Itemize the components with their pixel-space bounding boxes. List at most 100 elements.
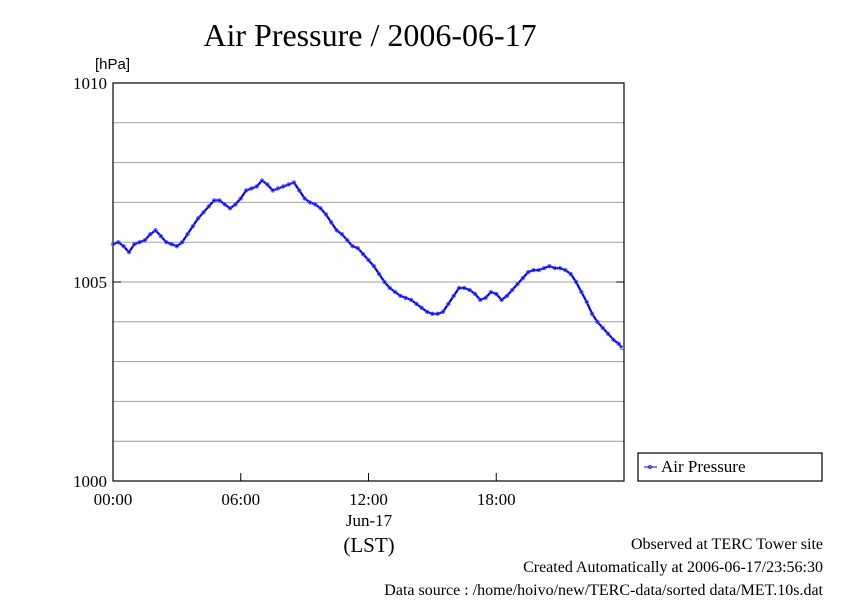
data-point	[573, 279, 579, 285]
data-point	[222, 202, 227, 207]
x-date-label: Jun-17	[346, 511, 393, 530]
data-point	[243, 188, 249, 193]
series-air-pressure	[110, 178, 625, 350]
data-point	[382, 279, 387, 285]
x-tick-label: 06:00	[221, 490, 260, 509]
data-point	[195, 216, 201, 221]
data-point	[605, 331, 611, 336]
data-point	[392, 289, 398, 295]
footer-source: Data source : /home/hoivo/new/TERC-data/…	[384, 582, 823, 599]
data-point	[541, 265, 547, 271]
data-point	[525, 269, 531, 275]
legend-marker-icon	[648, 465, 652, 469]
data-point	[360, 251, 366, 257]
data-point	[619, 345, 625, 350]
footer-observed: Observed at TERC Tower site	[630, 536, 823, 553]
x-tick-label: 18:00	[477, 490, 516, 509]
x-axis-label: (LST)	[343, 533, 394, 557]
data-point	[110, 241, 116, 247]
data-point	[467, 287, 472, 293]
data-point	[297, 188, 302, 193]
data-point	[126, 249, 132, 255]
data-point	[414, 301, 419, 307]
data-point	[371, 263, 377, 269]
data-point	[201, 210, 206, 215]
data-point	[366, 257, 371, 263]
data-point	[579, 289, 584, 295]
data-point	[153, 228, 158, 233]
data-point	[403, 295, 408, 301]
data-point	[323, 212, 329, 217]
y-tick-label: 1000	[73, 472, 107, 491]
data-point	[286, 182, 291, 187]
x-tick-label: 00:00	[94, 490, 133, 509]
data-point	[483, 295, 488, 301]
data-point	[589, 311, 595, 317]
data-point	[211, 198, 217, 203]
data-point	[265, 182, 270, 187]
data-point	[451, 293, 456, 299]
chart-title: Air Pressure / 2006-06-17	[203, 17, 536, 53]
data-point	[563, 267, 568, 273]
data-point	[148, 232, 153, 237]
data-point	[355, 245, 361, 251]
gridlines	[113, 122, 624, 442]
data-point	[611, 337, 616, 342]
data-point	[233, 202, 238, 207]
data-point	[440, 309, 446, 315]
data-point	[275, 186, 281, 191]
data-point	[520, 275, 526, 281]
data-point	[419, 305, 424, 311]
data-point	[339, 232, 345, 237]
data-point	[478, 297, 483, 303]
legend: Air Pressure	[637, 452, 823, 482]
y-tick-label: 1005	[73, 273, 107, 292]
data-point	[430, 311, 435, 317]
footer-created: Created Automatically at 2006-06-17/23:5…	[523, 559, 823, 576]
data-point	[536, 267, 542, 273]
data-point	[281, 184, 286, 189]
legend-box	[637, 452, 823, 482]
data-point	[164, 239, 169, 245]
data-point	[238, 196, 243, 201]
data-point	[249, 186, 254, 191]
data-point	[291, 180, 297, 185]
data-point	[462, 285, 467, 291]
data-point	[472, 291, 478, 297]
data-point	[515, 281, 520, 287]
data-point	[446, 301, 451, 307]
data-point	[557, 265, 563, 271]
data-point	[169, 241, 174, 247]
data-point	[376, 271, 382, 277]
data-point	[488, 289, 494, 295]
data-point	[313, 202, 318, 207]
data-point	[227, 206, 233, 211]
data-point	[190, 224, 196, 229]
data-point	[387, 285, 392, 291]
data-point	[270, 188, 275, 193]
data-point	[116, 239, 121, 245]
data-point	[408, 297, 414, 303]
data-point	[616, 341, 621, 346]
data-point	[584, 299, 589, 305]
data-point	[504, 293, 510, 299]
data-point	[600, 325, 605, 330]
data-point	[435, 311, 440, 317]
series-line	[112, 179, 623, 349]
data-point	[398, 293, 403, 299]
data-point	[595, 319, 600, 324]
data-point	[510, 287, 515, 293]
data-point	[185, 232, 190, 237]
data-point	[307, 200, 313, 205]
data-point	[499, 297, 504, 303]
data-point	[121, 243, 126, 249]
data-point	[494, 291, 499, 297]
data-point	[179, 239, 185, 245]
data-point	[254, 184, 259, 189]
data-point	[329, 220, 334, 225]
legend-label: Air Pressure	[661, 457, 746, 476]
data-point	[547, 263, 552, 269]
y-tick-label: 1010	[73, 74, 107, 93]
x-tick-label: 12:00	[349, 490, 388, 509]
